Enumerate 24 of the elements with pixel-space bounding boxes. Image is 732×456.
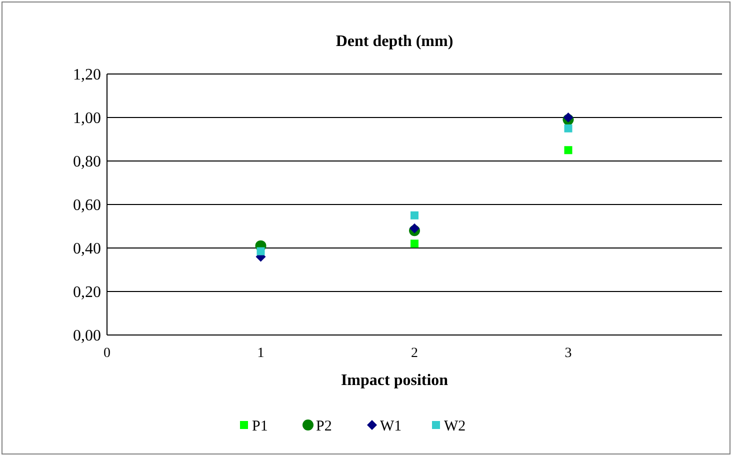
point	[410, 240, 418, 248]
point	[410, 211, 418, 220]
y-tick-label: 1,00	[73, 110, 101, 128]
x-tick-label: 3	[564, 346, 572, 361]
legend-label: W2	[444, 418, 466, 434]
x-tick-label: 0	[104, 346, 110, 361]
y-tick-label: 0,80	[73, 154, 101, 171]
chart-title: Dent depth (mm)	[336, 33, 454, 50]
y-tick-label: 0,60	[73, 197, 101, 214]
y-tick-label: 0,40	[73, 240, 101, 258]
y-tick-label: 0,00	[73, 328, 101, 345]
point	[563, 112, 574, 122]
x-axis-title: Impact position	[340, 372, 448, 389]
x-tick-label: 1	[257, 346, 264, 361]
point	[564, 146, 572, 154]
x-tick-label: 2	[411, 346, 418, 361]
point	[410, 223, 420, 234]
legend-label: P1	[252, 418, 268, 434]
y-tick-label: 0,20	[73, 284, 101, 302]
point	[256, 247, 265, 256]
legend-label: P2	[316, 418, 332, 434]
legend-label: W1	[380, 418, 402, 434]
point	[564, 124, 572, 132]
y-tick-label: 1,20	[73, 66, 101, 84]
